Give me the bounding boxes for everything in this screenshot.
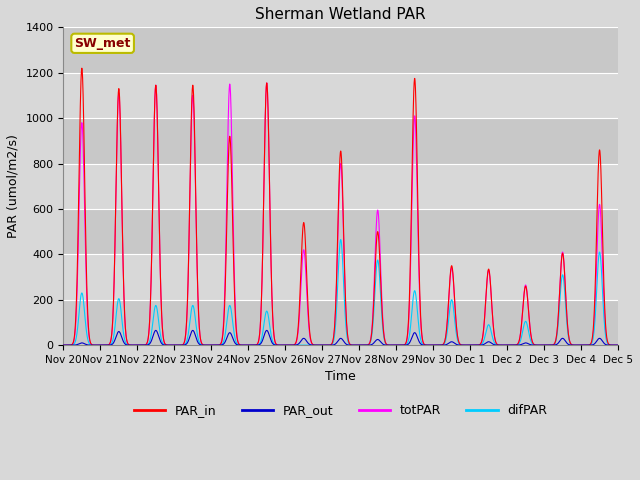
totPAR — [263, 80, 271, 86]
difPAR — [614, 342, 622, 348]
PAR_out — [152, 327, 159, 333]
Bar — [63, 27, 618, 72]
PAR_in — [78, 65, 86, 71]
PAR_out — [127, 342, 134, 348]
PAR_in — [488, 309, 496, 314]
totPAR — [246, 342, 253, 348]
Title: Sherman Wetland PAR: Sherman Wetland PAR — [255, 7, 426, 22]
totPAR — [60, 342, 67, 348]
PAR_out — [444, 341, 452, 347]
Line: difPAR: difPAR — [63, 240, 618, 345]
X-axis label: Time: Time — [325, 371, 356, 384]
difPAR — [488, 333, 496, 339]
totPAR — [614, 342, 622, 348]
difPAR — [246, 342, 253, 348]
PAR_in — [444, 309, 452, 315]
Line: PAR_out: PAR_out — [63, 330, 618, 345]
totPAR — [444, 310, 452, 316]
PAR_in — [60, 342, 67, 348]
difPAR — [118, 319, 126, 325]
totPAR — [488, 309, 496, 315]
PAR_in — [327, 342, 335, 348]
difPAR — [127, 342, 134, 348]
Bar — [63, 254, 618, 300]
Line: totPAR: totPAR — [63, 83, 618, 345]
PAR_in — [246, 342, 253, 348]
Bar — [63, 300, 618, 345]
difPAR — [60, 342, 67, 348]
PAR_in — [127, 342, 134, 348]
difPAR — [444, 323, 452, 329]
Bar — [63, 118, 618, 164]
PAR_out — [327, 342, 335, 348]
Y-axis label: PAR (umol/m2/s): PAR (umol/m2/s) — [7, 134, 20, 238]
totPAR — [327, 342, 335, 348]
Line: PAR_in: PAR_in — [63, 68, 618, 345]
Bar — [63, 209, 618, 254]
totPAR — [127, 342, 134, 348]
PAR_in — [614, 342, 622, 348]
totPAR — [118, 217, 126, 223]
Text: SW_met: SW_met — [74, 37, 131, 50]
PAR_out — [60, 342, 67, 348]
Bar — [63, 164, 618, 209]
Legend: PAR_in, PAR_out, totPAR, difPAR: PAR_in, PAR_out, totPAR, difPAR — [129, 399, 552, 422]
PAR_out — [614, 342, 622, 348]
PAR_out — [488, 341, 496, 347]
difPAR — [327, 342, 335, 348]
PAR_in — [118, 221, 126, 227]
PAR_out — [246, 342, 253, 348]
difPAR — [337, 237, 344, 242]
Bar — [63, 72, 618, 118]
PAR_out — [118, 336, 126, 341]
